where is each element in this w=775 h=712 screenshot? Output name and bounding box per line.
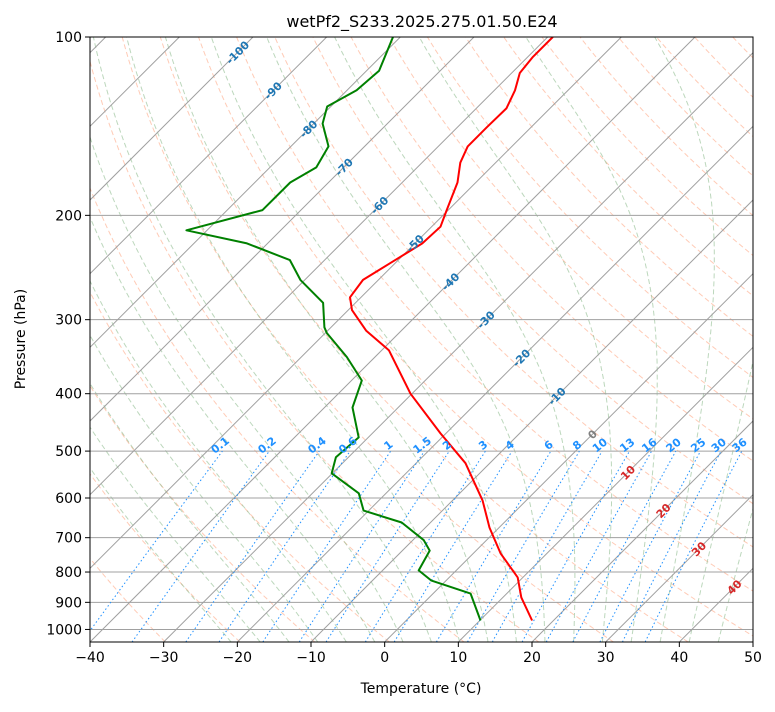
mixing-ratio-label: 20 xyxy=(664,435,684,455)
isotherm xyxy=(385,37,775,642)
mixing-ratio-label: 0.4 xyxy=(305,434,329,456)
x-tick-label: −20 xyxy=(223,650,253,666)
dry-adiabat xyxy=(389,37,775,642)
mixing-ratio-label: 1 xyxy=(382,438,396,453)
x-tick-label: 10 xyxy=(449,650,467,666)
background-lines xyxy=(0,37,775,642)
isotherm xyxy=(0,37,253,642)
moist-adiabat xyxy=(718,37,775,642)
dry-adiabat xyxy=(466,37,775,642)
isotherm xyxy=(753,37,775,642)
chart-title: wetPf2_S233.2025.275.01.50.E24 xyxy=(286,12,557,32)
dry-adiabat xyxy=(504,37,775,642)
y-tick-label: 300 xyxy=(55,313,82,329)
dry-adiabat xyxy=(351,37,775,642)
y-tick-label: 700 xyxy=(55,531,82,547)
x-tick-label: 50 xyxy=(744,650,762,666)
dry-adiabat xyxy=(656,37,775,642)
mixing-ratio-line xyxy=(436,451,551,642)
isotherm xyxy=(90,37,695,642)
dry-adiabat xyxy=(160,37,688,642)
mixing-ratio-line xyxy=(326,451,449,642)
isotherm xyxy=(0,37,327,642)
mixing-ratio-line xyxy=(219,451,350,642)
moist-adiabat xyxy=(526,37,658,642)
isotherm-label: -100 xyxy=(224,38,253,67)
mixing-ratio-label: 6 xyxy=(542,438,556,453)
x-axis-label: Temperature (°C) xyxy=(360,681,482,697)
moist-adiabat xyxy=(64,37,403,642)
mixing-ratio-label: 2 xyxy=(440,438,454,453)
mixing-ratio-label: 13 xyxy=(617,436,637,456)
dry-adiabat xyxy=(771,37,775,642)
mixing-ratio-label: 8 xyxy=(570,438,584,453)
mixing-ratio-line xyxy=(522,451,629,642)
isotherm xyxy=(0,37,400,642)
y-tick-label: 800 xyxy=(55,565,82,581)
isotherm xyxy=(458,37,775,642)
moist-adiabat xyxy=(127,37,460,642)
y-axis-label: Pressure (hPa) xyxy=(13,289,29,389)
y-tick-label: 400 xyxy=(55,387,82,403)
mixing-ratio-label: 30 xyxy=(709,435,729,455)
mixing-ratio-label: 1.5 xyxy=(411,434,434,456)
y-tick-label: 600 xyxy=(55,491,82,507)
y-tick-label: 200 xyxy=(55,208,82,224)
y-tick-label: 500 xyxy=(55,444,82,460)
y-tick-label: 100 xyxy=(55,30,82,46)
dry-adiabat xyxy=(427,37,775,642)
dry-adiabat xyxy=(542,37,775,642)
x-tick-label: 20 xyxy=(523,650,541,666)
mixing-ratio-label: 0.1 xyxy=(209,434,232,456)
y-tick-label: 900 xyxy=(55,595,82,611)
x-tick-label: 0 xyxy=(380,650,389,666)
x-tick-label: −10 xyxy=(296,650,326,666)
isotherm xyxy=(164,37,769,642)
isotherm xyxy=(532,37,775,642)
mixing-ratio-label: 3 xyxy=(476,438,490,453)
profiles xyxy=(186,37,552,621)
moist-adiabat xyxy=(0,37,318,642)
x-tick-label: −30 xyxy=(149,650,179,666)
moist-adiabat xyxy=(165,37,488,642)
mixing-ratio-label: 25 xyxy=(688,436,708,456)
dry-adiabat xyxy=(733,37,775,642)
isotherm-label: -90 xyxy=(262,79,285,102)
x-tick-label: −40 xyxy=(75,650,105,666)
moist-adiabat xyxy=(0,37,260,642)
dry-adiabat xyxy=(695,37,775,642)
dewpoint-profile xyxy=(186,37,480,621)
x-tick-label: 30 xyxy=(597,650,615,666)
x-tick-label: 40 xyxy=(670,650,688,666)
dry-adiabat xyxy=(0,37,240,642)
moist-adiabat xyxy=(0,37,231,642)
mixing-ratio-line xyxy=(299,451,424,642)
mixing-ratio-line xyxy=(82,451,223,642)
mixing-ratio-label: 16 xyxy=(639,435,659,455)
moist-adiabat xyxy=(93,37,431,642)
y-tick-label: 1000 xyxy=(46,622,82,638)
dry-adiabat xyxy=(0,37,315,642)
mixing-ratio-line xyxy=(546,451,651,642)
